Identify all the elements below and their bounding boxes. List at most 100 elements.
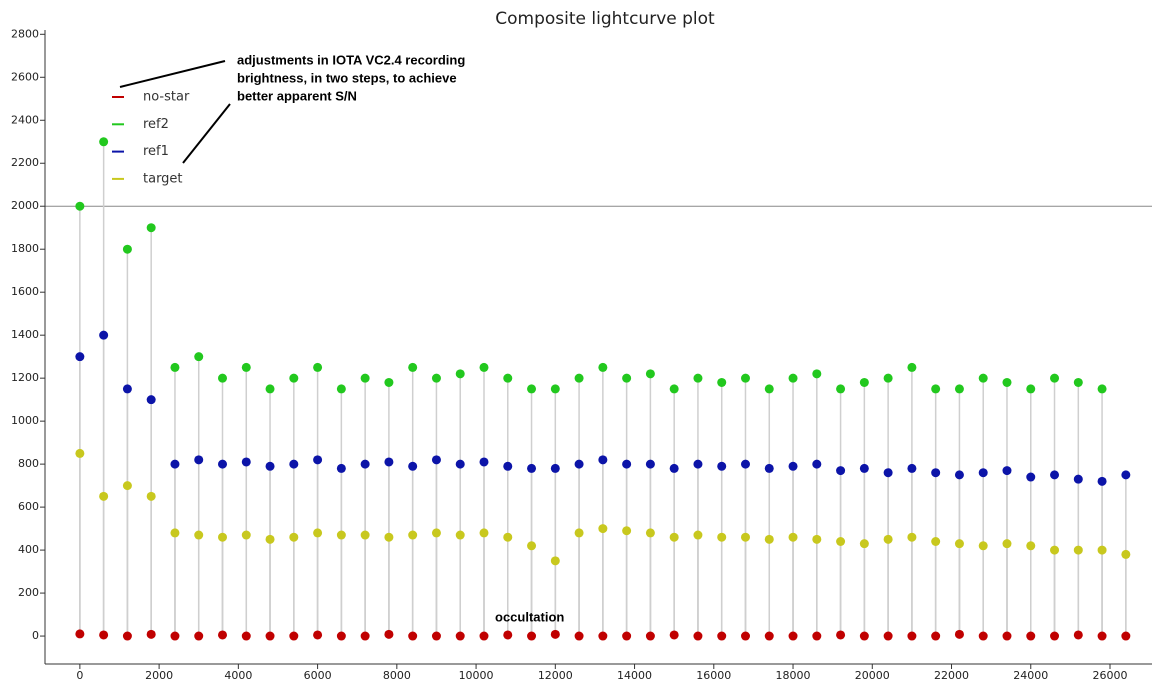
chart-title: Composite lightcurve plot [495, 9, 715, 29]
point [408, 530, 418, 540]
point [788, 373, 798, 383]
point [241, 457, 251, 467]
point [336, 631, 346, 641]
point [241, 530, 251, 540]
y-tick-label: 200 [18, 586, 39, 599]
point [170, 362, 180, 372]
point [1002, 466, 1012, 476]
point [1097, 631, 1107, 641]
point [1073, 474, 1083, 484]
point [99, 137, 109, 147]
point [455, 369, 465, 379]
point [408, 631, 418, 641]
x-tick-label: 12000 [538, 669, 573, 682]
point [218, 373, 228, 383]
annotation-arrow [119, 60, 226, 88]
point [313, 630, 323, 640]
point [1050, 631, 1060, 641]
point [669, 384, 679, 394]
point [788, 461, 798, 471]
point [360, 459, 370, 469]
point [717, 532, 727, 542]
point [336, 530, 346, 540]
point [645, 369, 655, 379]
point [717, 631, 727, 641]
point [954, 629, 964, 639]
point [194, 631, 204, 641]
point [218, 459, 228, 469]
plot-area [45, 137, 1152, 641]
x-tick-label: 16000 [696, 669, 731, 682]
point [836, 466, 846, 476]
point [574, 459, 584, 469]
point [218, 630, 228, 640]
point [622, 459, 632, 469]
point [598, 362, 608, 372]
point [527, 384, 537, 394]
legend-label: ref2 [143, 117, 169, 132]
point [622, 526, 632, 536]
point [1097, 476, 1107, 486]
point [1073, 630, 1083, 640]
x-tick-label: 26000 [1093, 669, 1128, 682]
y-tick-label: 2600 [11, 70, 39, 83]
point [455, 530, 465, 540]
x-tick-label: 8000 [383, 669, 411, 682]
point [788, 532, 798, 542]
y-tick-label: 2800 [11, 27, 39, 40]
point [503, 630, 513, 640]
point [669, 463, 679, 473]
point [598, 524, 608, 534]
y-tick-label: 1400 [11, 328, 39, 341]
point [241, 631, 251, 641]
point [170, 528, 180, 538]
x-tick-label: 6000 [304, 669, 332, 682]
point [1002, 539, 1012, 549]
point [431, 373, 441, 383]
point [146, 223, 156, 233]
point [907, 463, 917, 473]
point [883, 631, 893, 641]
point [265, 631, 275, 641]
y-tick-label: 2200 [11, 156, 39, 169]
point [313, 455, 323, 465]
point [693, 530, 703, 540]
point [978, 373, 988, 383]
point [645, 631, 655, 641]
point [289, 532, 299, 542]
point [907, 631, 917, 641]
y-tick-label: 400 [18, 543, 39, 556]
point [122, 384, 132, 394]
point [931, 536, 941, 546]
point [1002, 631, 1012, 641]
point [431, 631, 441, 641]
x-tick-label: 18000 [776, 669, 811, 682]
point [431, 528, 441, 538]
point [146, 629, 156, 639]
point [1026, 631, 1036, 641]
point [669, 630, 679, 640]
point [931, 631, 941, 641]
point [717, 377, 727, 387]
y-tick-label: 1000 [11, 414, 39, 427]
x-tick-label: 2000 [145, 669, 173, 682]
point [836, 536, 846, 546]
x-tick-label: 22000 [934, 669, 969, 682]
point [859, 377, 869, 387]
point [99, 330, 109, 340]
point [1073, 545, 1083, 555]
y-tick-label: 600 [18, 500, 39, 513]
point [574, 373, 584, 383]
point [384, 377, 394, 387]
point [170, 631, 180, 641]
point [669, 532, 679, 542]
point [75, 201, 85, 211]
point [622, 373, 632, 383]
point [931, 468, 941, 478]
point [527, 631, 537, 641]
point [1026, 472, 1036, 482]
point [146, 491, 156, 501]
point [788, 631, 798, 641]
x-tick-label: 20000 [855, 669, 890, 682]
point [740, 373, 750, 383]
